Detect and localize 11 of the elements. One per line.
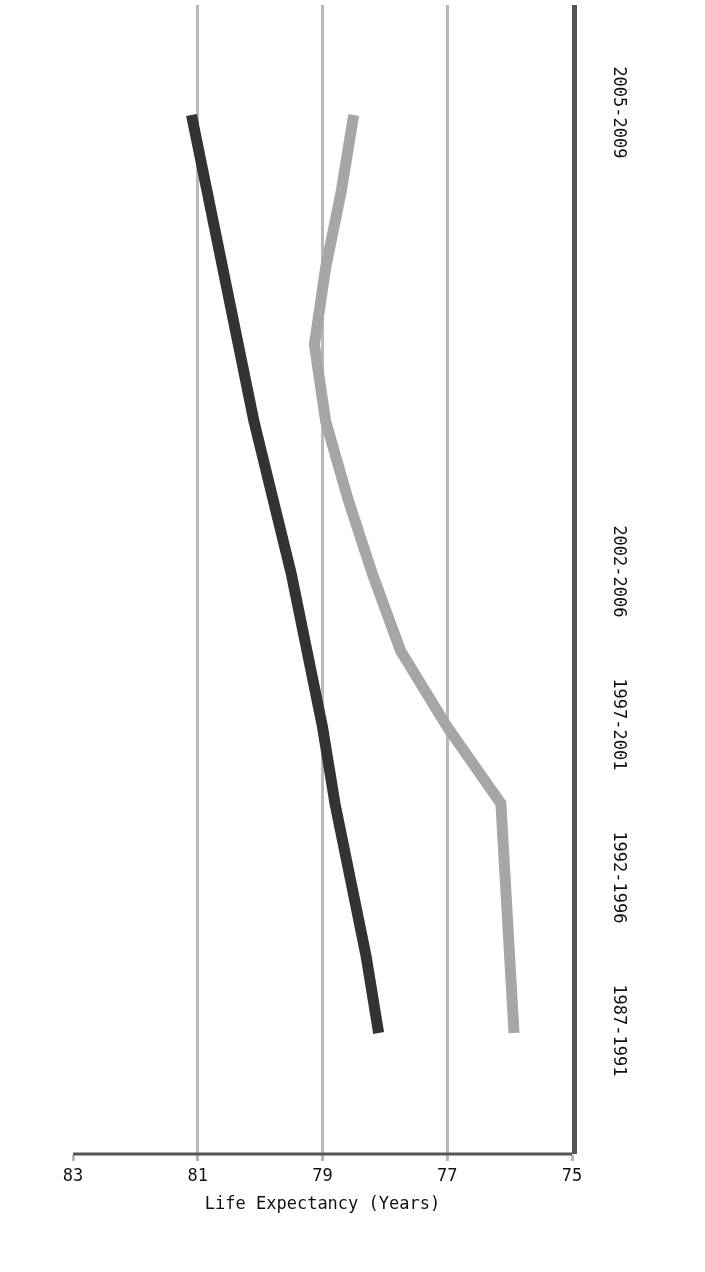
y-tick-label: 1992-1996 — [609, 831, 630, 924]
x-tick-label: 81 — [187, 1165, 208, 1186]
x-axis-title: Life Expectancy (Years) — [204, 1192, 441, 1213]
x-tick-label: 75 — [561, 1165, 583, 1186]
x-tick-label: 77 — [437, 1165, 458, 1186]
x-tick-label: 83 — [62, 1165, 84, 1186]
y-tick-label: 1997-2001 — [609, 678, 630, 771]
x-tick-label: 79 — [312, 1165, 333, 1186]
y-tick-label: 2002-2006 — [609, 525, 630, 618]
y-tick-label: 1987-1991 — [609, 984, 630, 1077]
y-tick-label: 2005-2009 — [609, 66, 630, 159]
